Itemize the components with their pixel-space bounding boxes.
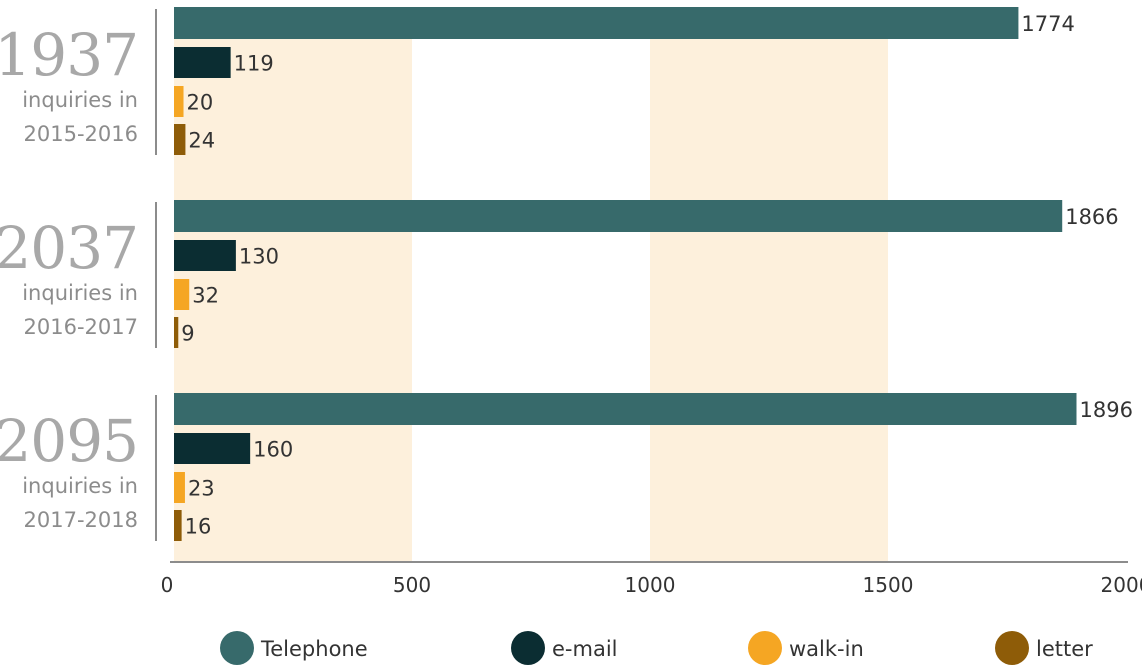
legend-swatch-letter: [995, 631, 1029, 665]
bar-value-label: 9: [181, 322, 194, 346]
bar-value-label: 1866: [1065, 205, 1118, 229]
legend-label: e-mail: [552, 637, 618, 661]
legend-swatch-walk-in: [748, 631, 782, 665]
bar-e-mail: [174, 240, 236, 271]
bar-value-label: 1774: [1021, 12, 1074, 36]
group-label-line1: inquiries in: [22, 474, 138, 498]
background-band-2: [650, 30, 888, 562]
bar-letter: [174, 317, 179, 348]
bar-e-mail: [174, 47, 231, 78]
legend-swatch-telephone: [220, 631, 254, 665]
bar-value-label: 130: [239, 245, 279, 269]
x-tick-label: 1500: [863, 573, 914, 597]
bar-walk-in: [174, 472, 185, 503]
bar-letter: [174, 510, 182, 541]
x-tick-label: 1000: [625, 573, 676, 597]
legend-swatch-e-mail: [511, 631, 545, 665]
group-total: 1937: [0, 21, 138, 89]
bar-value-label: 160: [253, 438, 293, 462]
bar-value-label: 119: [234, 52, 274, 76]
group-label-line2: 2017-2018: [24, 508, 138, 532]
bar-telephone: [174, 393, 1077, 425]
x-tick-label: 500: [393, 573, 431, 597]
bar-telephone: [174, 200, 1063, 232]
bar-walk-in: [174, 279, 190, 310]
group-label-line2: 2016-2017: [24, 315, 138, 339]
group-label-line1: inquiries in: [22, 281, 138, 305]
x-tick-label: 2000: [1101, 573, 1142, 597]
legend-label: letter: [1036, 637, 1093, 661]
bar-walk-in: [174, 86, 184, 117]
legend-label: walk-in: [789, 637, 864, 661]
bar-value-label: 1896: [1079, 398, 1132, 422]
group-total: 2037: [0, 214, 138, 282]
group-total: 2095: [0, 407, 138, 475]
legend-label: Telephone: [260, 637, 368, 661]
group-label-line1: inquiries in: [22, 88, 138, 112]
bar-value-label: 16: [185, 515, 212, 539]
bar-telephone: [174, 7, 1019, 39]
bar-value-label: 20: [187, 91, 214, 115]
group-label-line2: 2015-2016: [24, 122, 138, 146]
background-band-1: [174, 30, 412, 562]
bar-value-label: 32: [192, 284, 219, 308]
bar-e-mail: [174, 433, 251, 464]
x-tick-label: 0: [161, 573, 174, 597]
bar-value-label: 24: [188, 129, 215, 153]
bar-value-label: 23: [188, 477, 215, 501]
bar-letter: [174, 124, 186, 155]
